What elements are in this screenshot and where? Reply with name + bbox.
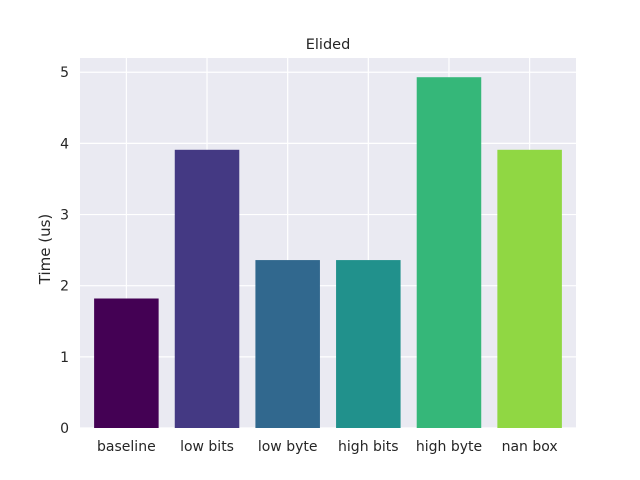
bar-high-bits <box>336 260 401 428</box>
x-tick-label: low bits <box>180 439 234 455</box>
bar-low-byte <box>255 260 320 428</box>
plot-background <box>80 58 576 428</box>
x-tick-label: baseline <box>97 439 156 455</box>
bars <box>94 77 562 429</box>
x-tick-label: nan box <box>502 439 558 455</box>
chart-title: Elided <box>306 37 351 53</box>
x-tick-labels: baseline low bits low byte high bits high by… <box>97 439 558 455</box>
y-tick-label: 0 <box>60 421 69 437</box>
y-tick-label: 1 <box>60 350 69 366</box>
y-tick-label: 2 <box>60 279 69 295</box>
y-axis-label: Time (us) <box>36 214 54 286</box>
x-tick-label: high byte <box>416 439 482 455</box>
y-tick-label: 3 <box>60 208 69 224</box>
bar-high-byte <box>416 77 482 428</box>
bar-low-bits <box>174 149 240 429</box>
x-tick-label: low byte <box>258 439 318 455</box>
bar-nan-box <box>497 149 562 429</box>
y-tick-label: 5 <box>60 65 69 81</box>
y-tick-label: 4 <box>60 136 69 152</box>
x-tick-label: high bits <box>338 439 399 455</box>
bar-baseline <box>94 298 159 428</box>
y-tick-labels: 0 1 2 3 4 5 <box>60 65 69 437</box>
